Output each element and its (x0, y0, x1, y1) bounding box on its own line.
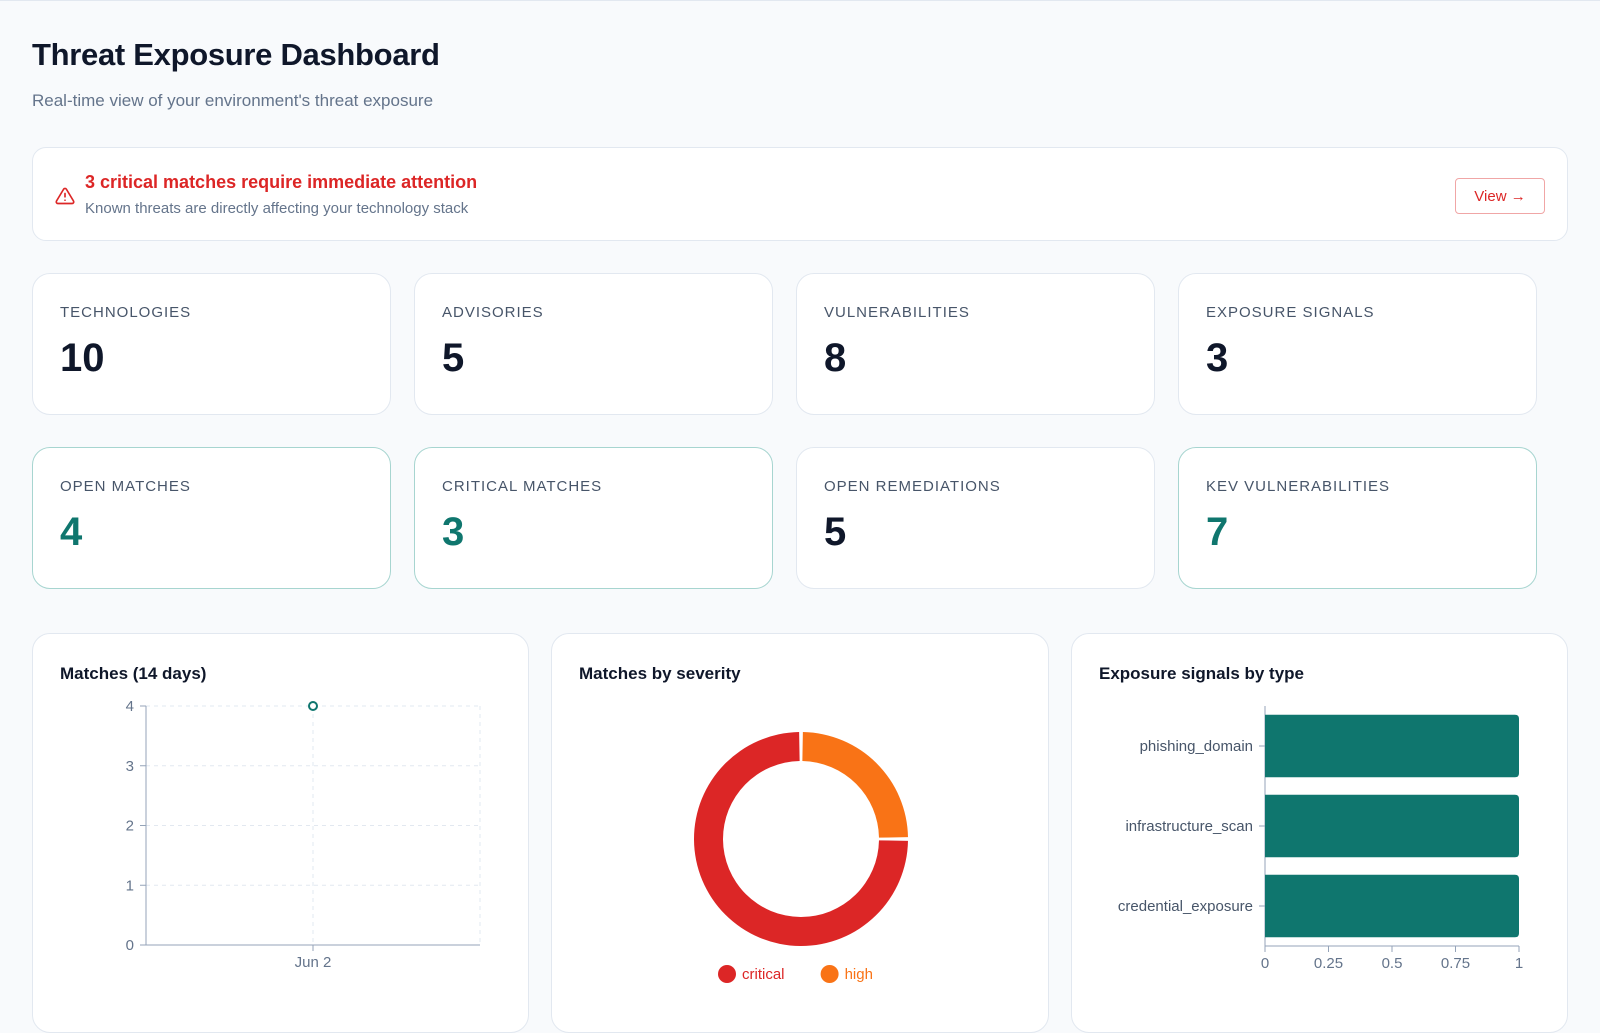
stat-card-kev-vulnerabilities[interactable]: KEV VULNERABILITIES 7 (1178, 447, 1537, 589)
chart-title: Matches by severity (579, 664, 741, 683)
stat-card-open-remediations[interactable]: OPEN REMEDIATIONS 5 (796, 447, 1155, 589)
matches-14-days-card: Matches (14 days) 0 1 2 3 4 Jun 2 (32, 633, 529, 1033)
stat-value: 4 (60, 510, 83, 554)
stat-value: 5 (824, 510, 847, 554)
stat-label: OPEN REMEDIATIONS (824, 478, 1001, 495)
stat-value: 5 (442, 336, 465, 380)
y-tick-label: 3 (126, 758, 134, 775)
legend-swatch-critical (718, 965, 736, 983)
page-subtitle: Real-time view of your environment's thr… (32, 91, 434, 110)
category-label: credential_exposure (1118, 898, 1253, 915)
legend-swatch-high (820, 965, 839, 983)
stat-value: 3 (442, 510, 465, 554)
stat-label: ADVISORIES (442, 304, 544, 321)
critical-alert-banner: 3 critical matches require immediate att… (32, 147, 1568, 241)
bar-phishing_domain (1265, 714, 1519, 778)
x-tick-label: 0.75 (1441, 955, 1470, 972)
stat-card-technologies[interactable]: TECHNOLOGIES 10 (32, 273, 391, 415)
warning-triangle-icon (55, 187, 75, 205)
chart-title: Matches (14 days) (60, 664, 207, 683)
legend-label-critical: critical (742, 966, 785, 983)
legend-label-high: high (845, 966, 873, 983)
stat-card-open-matches[interactable]: OPEN MATCHES 4 (32, 447, 391, 589)
stat-label: KEV VULNERABILITIES (1206, 478, 1391, 495)
stat-value: 8 (824, 336, 847, 380)
stat-value: 3 (1206, 336, 1229, 380)
bar-credential_exposure (1265, 874, 1519, 938)
page-title: Threat Exposure Dashboard (32, 37, 440, 72)
y-tick-label: 1 (126, 877, 134, 894)
severity-donut-chart: critical high (694, 732, 908, 983)
x-tick-label: 0 (1261, 955, 1269, 972)
x-tick-label: 0.25 (1314, 955, 1343, 972)
stat-label: EXPOSURE SIGNALS (1206, 304, 1375, 321)
alert-description: Known threats are directly affecting you… (85, 200, 469, 217)
matches-by-severity-card: Matches by severity critical high (551, 633, 1049, 1033)
category-label: infrastructure_scan (1125, 818, 1253, 835)
stat-value: 7 (1206, 510, 1229, 554)
chart-title: Exposure signals by type (1099, 664, 1305, 683)
stat-card-critical-matches[interactable]: CRITICAL MATCHES 3 (414, 447, 773, 589)
x-tick-label: 1 (1515, 955, 1523, 972)
x-tick-label: Jun 2 (295, 954, 332, 971)
stat-card-advisories[interactable]: ADVISORIES 5 (414, 273, 773, 415)
stat-label: OPEN MATCHES (60, 478, 191, 495)
exposure-bar-chart: 0 0.25 0.5 0.75 1 phishing_domain infrastructu… (1118, 706, 1523, 972)
exposure-signals-by-type-card: Exposure signals by type 0 0.25 0.5 0.75 1 ph… (1071, 633, 1568, 1033)
y-tick-label: 2 (126, 818, 134, 835)
matches-line-chart: 0 1 2 3 4 Jun 2 (126, 698, 481, 971)
slice-high (802, 732, 908, 838)
bar-infrastructure_scan (1265, 794, 1519, 858)
stat-card-exposure-signals[interactable]: EXPOSURE SIGNALS 3 (1178, 273, 1537, 415)
category-label: phishing_domain (1140, 738, 1253, 755)
stat-label: TECHNOLOGIES (60, 304, 192, 321)
stat-card-vulnerabilities[interactable]: VULNERABILITIES 8 (796, 273, 1155, 415)
stat-label: CRITICAL MATCHES (442, 478, 603, 495)
view-alert-button[interactable]: View → (1455, 178, 1545, 214)
x-tick-label: 0.5 (1382, 955, 1403, 972)
y-tick-label: 4 (126, 698, 134, 715)
stat-value: 10 (60, 336, 105, 380)
stat-label: VULNERABILITIES (824, 304, 970, 321)
y-tick-label: 0 (126, 937, 134, 954)
alert-title: 3 critical matches require immediate att… (85, 172, 478, 192)
data-point (308, 701, 318, 711)
